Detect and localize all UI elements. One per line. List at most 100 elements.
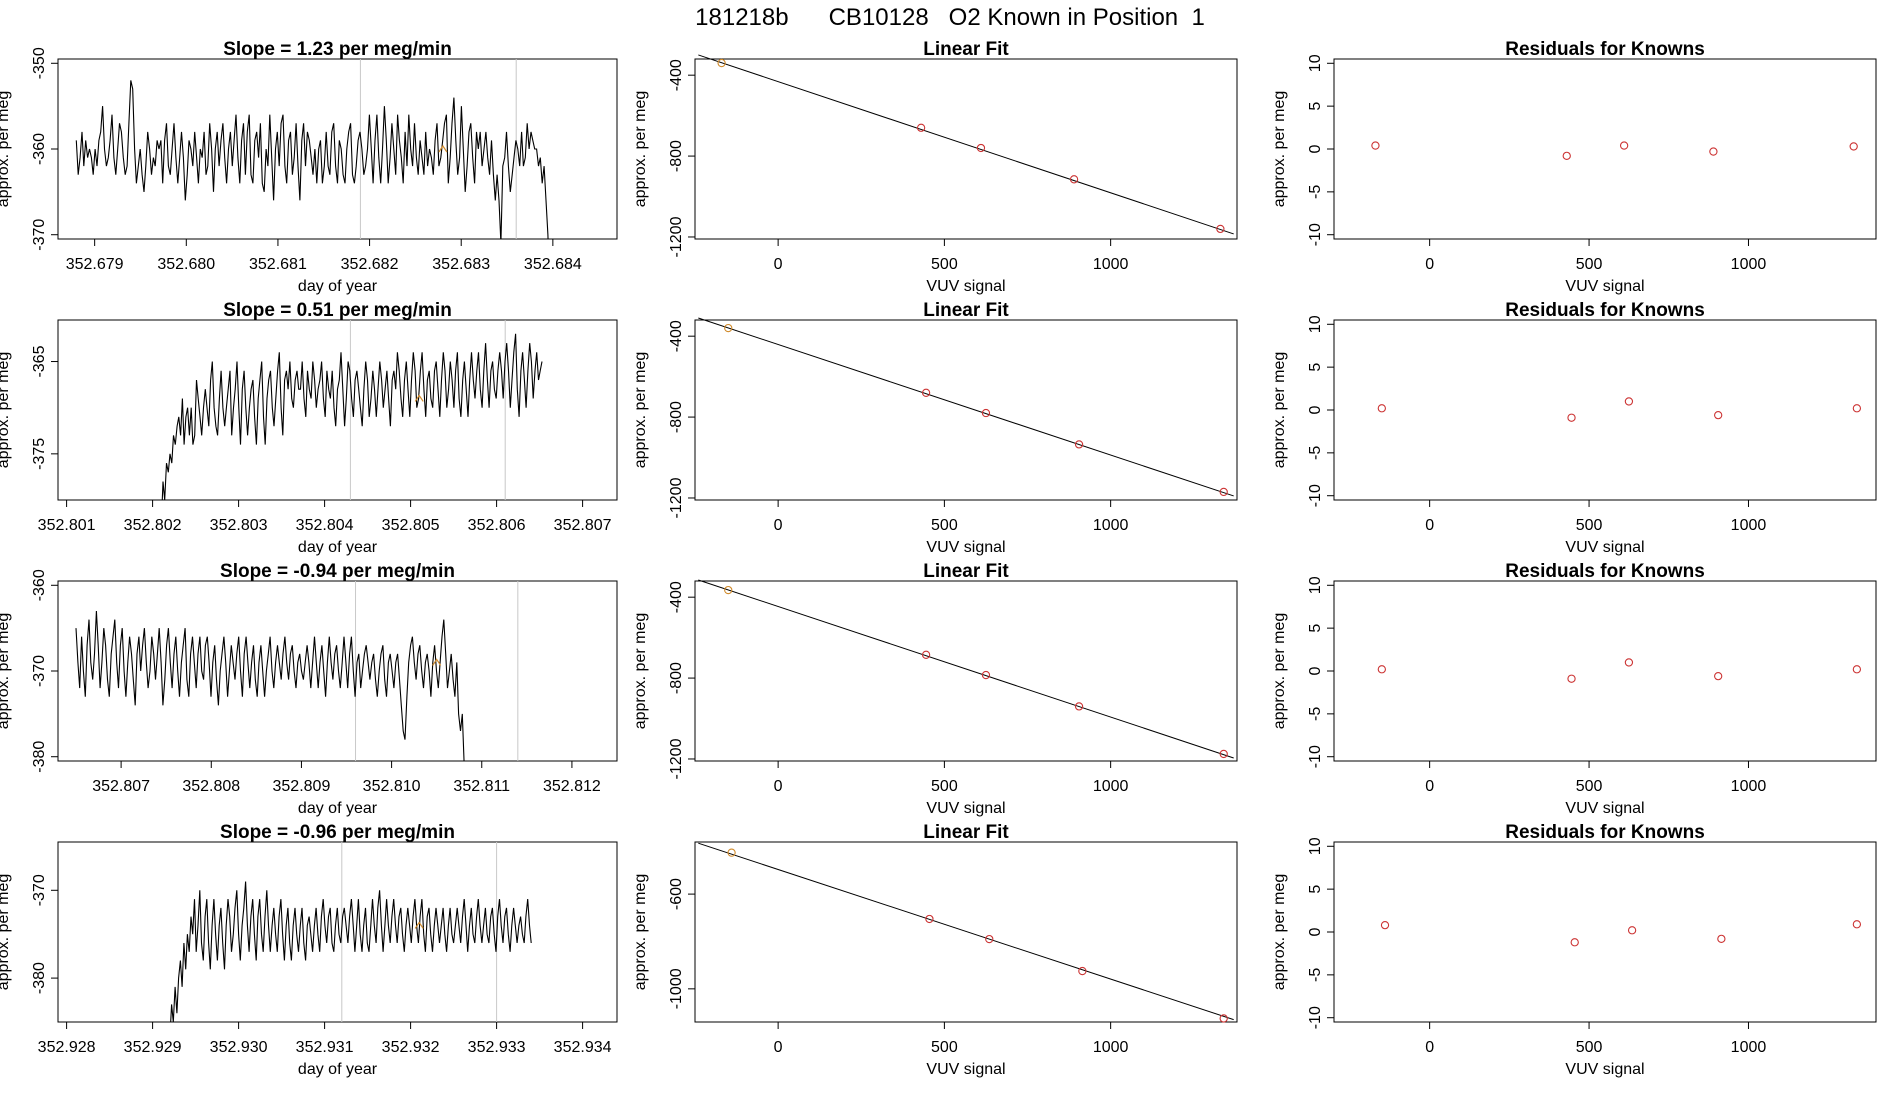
y-tick-label: -370 xyxy=(31,219,48,251)
data-point xyxy=(1069,175,1079,184)
y-tick-label: -365 xyxy=(31,345,48,377)
panel-r3-timeseries: Slope = -0.94 per meg/min approx. per meg… xyxy=(0,561,618,817)
y-tick-label: 10 xyxy=(1307,576,1324,594)
panel-title: Slope = 0.51 per meg/min xyxy=(223,300,452,321)
x-axis-label: day of year xyxy=(298,1061,378,1078)
data-point xyxy=(1562,151,1571,161)
data-point xyxy=(1219,1014,1228,1023)
x-tick-label: 0 xyxy=(774,1039,783,1056)
panel-title: Slope = -0.96 per meg/min xyxy=(220,822,455,843)
panel-title: Residuals for Knowns xyxy=(1505,561,1705,582)
x-axis-label: VUV signal xyxy=(926,1061,1005,1078)
panel-title: Linear Fit xyxy=(923,561,1009,582)
data-point xyxy=(921,650,931,659)
x-tick-label: 500 xyxy=(931,256,958,273)
x-tick-label: 1000 xyxy=(1093,778,1129,795)
x-tick-label: 352.811 xyxy=(453,778,510,795)
x-axis-label: VUV signal xyxy=(1565,1061,1644,1078)
series-line xyxy=(75,610,465,761)
y-axis-label: approx. per meg xyxy=(632,352,649,469)
plot-frame xyxy=(694,580,1238,762)
known-point xyxy=(724,585,733,595)
x-tick-label: 0 xyxy=(774,778,783,795)
panel-r4-timeseries: Slope = -0.96 per meg/min approx. per meg… xyxy=(0,822,618,1078)
y-tick-label: -400 xyxy=(668,59,685,91)
y-tick-label: -360 xyxy=(31,569,48,601)
panel-r4-residuals: Residuals for Knowns approx. per meg VUV s… xyxy=(1271,822,1877,1078)
x-tick-label: 352.931 xyxy=(296,1039,354,1056)
x-tick-label: 500 xyxy=(1576,1039,1603,1056)
y-tick-label: -375 xyxy=(31,438,48,470)
data-point xyxy=(981,408,991,418)
panel-r1-timeseries: Slope = 1.23 per meg/min approx. per meg d… xyxy=(0,39,618,295)
known-point xyxy=(727,848,736,857)
x-tick-label: 1000 xyxy=(1731,256,1767,273)
y-axis-label: approx. per meg xyxy=(1271,352,1288,469)
plot-frame xyxy=(1333,319,1877,501)
y-tick-label: -10 xyxy=(1307,745,1324,768)
data-point xyxy=(1709,147,1718,156)
x-axis-label: VUV signal xyxy=(1565,278,1644,295)
y-tick-label: -1000 xyxy=(668,968,685,1009)
panel-r3-residuals: Residuals for Knowns approx. per meg VUV s… xyxy=(1271,561,1877,817)
x-tick-label: 352.681 xyxy=(249,256,307,273)
plot-frame xyxy=(57,58,618,240)
y-tick-label: -10 xyxy=(1307,223,1324,246)
x-tick-label: 500 xyxy=(931,517,958,534)
x-axis-label: day of year xyxy=(298,278,378,295)
known-marker xyxy=(414,394,424,402)
x-tick-label: 352.928 xyxy=(38,1039,96,1056)
x-tick-label: 352.683 xyxy=(432,256,490,273)
data-point xyxy=(1567,674,1576,683)
plot-frame xyxy=(1333,841,1877,1023)
x-tick-label: 352.682 xyxy=(341,256,399,273)
y-tick-label: -10 xyxy=(1307,484,1324,507)
panel-title: Linear Fit xyxy=(923,39,1009,60)
panel-r1-residuals: Residuals for Knowns approx. per meg VUV s… xyxy=(1271,39,1877,295)
x-tick-label: 352.680 xyxy=(157,256,215,273)
data-point xyxy=(1216,224,1225,234)
x-tick-label: 1000 xyxy=(1731,1039,1767,1056)
plot-frame xyxy=(694,841,1238,1023)
series-line xyxy=(75,80,549,239)
plot-frame xyxy=(57,319,618,501)
data-point xyxy=(1078,966,1087,976)
x-tick-label: 352.933 xyxy=(468,1039,526,1056)
data-point xyxy=(1219,487,1228,497)
panel-r4-linear-fit: Linear Fit approx. per meg VUV signal 0 500 1… xyxy=(632,822,1238,1078)
known-marker xyxy=(414,921,424,929)
data-point xyxy=(1717,934,1726,944)
y-axis-label: approx. per meg xyxy=(632,874,649,991)
x-tick-label: 1000 xyxy=(1731,778,1767,795)
x-tick-label: 0 xyxy=(774,256,783,273)
x-tick-label: 1000 xyxy=(1093,1039,1129,1056)
y-tick-label: -350 xyxy=(31,47,48,79)
known-marker xyxy=(432,658,442,666)
y-tick-label: 5 xyxy=(1307,885,1324,894)
y-tick-label: 10 xyxy=(1307,837,1324,855)
panel-title: Linear Fit xyxy=(923,300,1009,321)
y-tick-label: -800 xyxy=(668,401,685,433)
known-marker xyxy=(438,144,448,153)
fit-line xyxy=(698,54,1234,235)
data-point xyxy=(1852,404,1862,413)
x-tick-label: 352.807 xyxy=(554,517,612,534)
data-point xyxy=(1371,141,1380,150)
y-axis-label: approx. per meg xyxy=(0,874,12,991)
x-tick-label: 0 xyxy=(774,517,783,534)
x-tick-label: 352.801 xyxy=(38,517,96,534)
data-point xyxy=(1627,926,1637,935)
plot-frame xyxy=(694,319,1238,501)
panel-r1-linear-fit: Linear Fit approx. per meg VUV signal 0 500 1… xyxy=(632,39,1238,295)
y-tick-label: 0 xyxy=(1307,927,1324,936)
x-tick-label: 352.808 xyxy=(182,778,240,795)
x-tick-label: 500 xyxy=(931,1039,958,1056)
known-point xyxy=(724,323,733,333)
data-point xyxy=(1852,920,1862,929)
data-point xyxy=(1377,404,1386,413)
x-axis-label: VUV signal xyxy=(926,539,1005,556)
x-tick-label: 0 xyxy=(1425,517,1434,534)
x-tick-label: 500 xyxy=(1576,778,1603,795)
x-tick-label: 1000 xyxy=(1093,517,1129,534)
